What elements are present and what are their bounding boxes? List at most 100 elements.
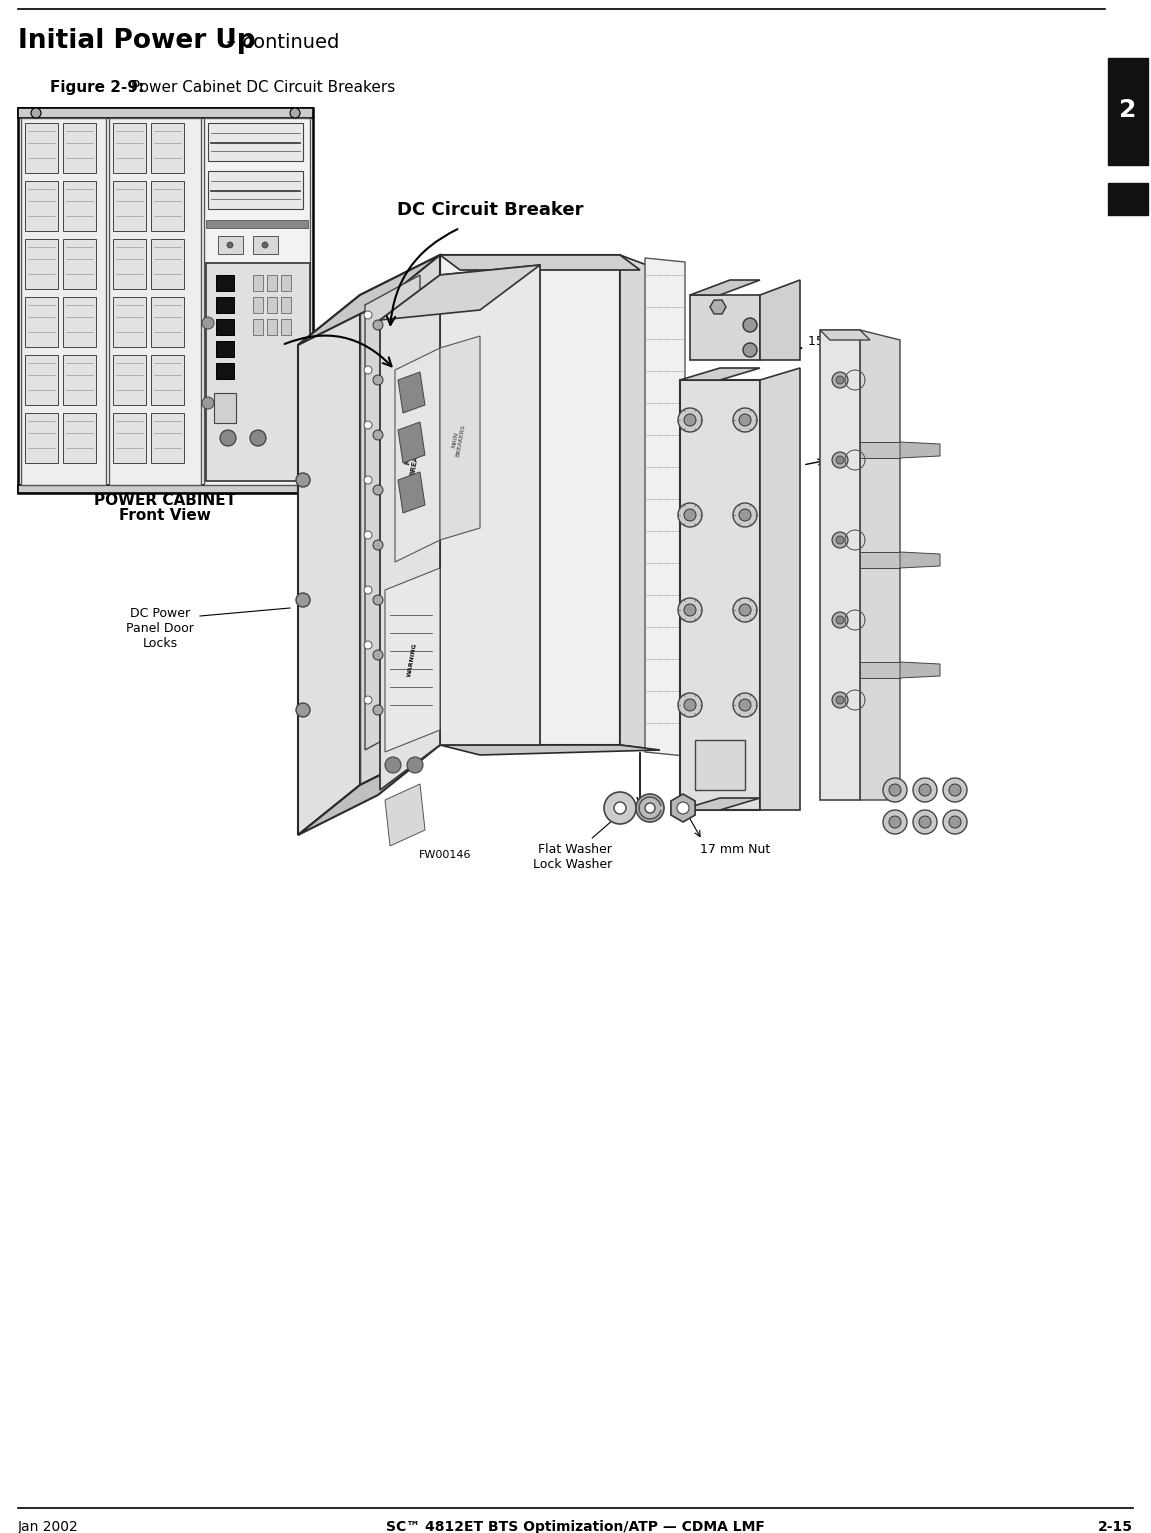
Polygon shape [204,118,310,484]
Polygon shape [25,181,58,231]
Polygon shape [18,484,313,494]
Polygon shape [206,221,308,228]
Circle shape [296,593,310,607]
Circle shape [296,704,310,717]
Polygon shape [860,330,900,800]
Polygon shape [380,274,440,789]
Text: Initial Power Up: Initial Power Up [18,28,256,54]
Polygon shape [760,281,800,360]
Polygon shape [113,123,146,173]
Polygon shape [25,123,58,173]
Polygon shape [281,319,291,336]
Circle shape [364,641,372,648]
Polygon shape [900,552,940,569]
Circle shape [744,343,757,357]
Polygon shape [620,254,660,750]
Circle shape [364,311,372,319]
Polygon shape [113,297,146,346]
Circle shape [31,107,41,118]
Circle shape [913,779,937,802]
Circle shape [407,757,424,773]
Circle shape [832,452,848,468]
Polygon shape [680,799,760,809]
Polygon shape [900,662,940,678]
Circle shape [918,783,931,796]
Text: 2-15: 2-15 [1098,1521,1133,1533]
Text: Jan 2002: Jan 2002 [18,1521,78,1533]
Text: Flat Washer
Lock Washer: Flat Washer Lock Washer [533,843,612,871]
Circle shape [364,422,372,429]
Polygon shape [151,181,184,231]
Polygon shape [63,123,96,173]
Polygon shape [214,392,236,423]
Polygon shape [113,412,146,463]
Text: Power Cabinet DC Circuit Breakers: Power Cabinet DC Circuit Breakers [125,80,395,95]
Text: Front View: Front View [119,507,211,523]
Polygon shape [216,340,234,357]
Circle shape [733,598,757,622]
Polygon shape [18,107,313,494]
Circle shape [733,503,757,527]
Polygon shape [253,236,279,254]
Polygon shape [298,294,360,835]
Circle shape [296,474,310,487]
Polygon shape [395,348,440,563]
Circle shape [201,397,214,409]
Circle shape [364,696,372,704]
Circle shape [836,455,844,464]
Polygon shape [63,181,96,231]
Polygon shape [398,373,425,412]
Polygon shape [281,297,291,313]
Circle shape [918,816,931,828]
Circle shape [373,650,383,661]
Polygon shape [218,236,243,254]
Circle shape [733,408,757,432]
Text: DC Power
Panel Door
Locks: DC Power Panel Door Locks [127,607,193,650]
Text: DC Circuit Breaker: DC Circuit Breaker [397,201,584,219]
Polygon shape [281,274,291,291]
Text: 17 mm Nut: 17 mm Nut [700,843,770,855]
Polygon shape [216,297,234,313]
Polygon shape [440,745,660,754]
Circle shape [836,537,844,544]
Polygon shape [151,239,184,290]
Polygon shape [216,319,234,336]
Circle shape [678,503,702,527]
Polygon shape [680,380,760,809]
Polygon shape [253,319,262,336]
Polygon shape [25,239,58,290]
Polygon shape [689,281,760,294]
Polygon shape [384,783,425,846]
Polygon shape [695,740,745,789]
Polygon shape [113,356,146,405]
Circle shape [836,376,844,383]
Circle shape [739,699,750,711]
Polygon shape [440,254,640,270]
Circle shape [832,532,848,547]
Polygon shape [710,300,726,314]
Polygon shape [440,265,540,745]
Circle shape [373,705,383,714]
Polygon shape [63,239,96,290]
Polygon shape [113,181,146,231]
Polygon shape [151,123,184,173]
Circle shape [678,408,702,432]
Circle shape [364,477,372,484]
Circle shape [744,317,757,333]
Polygon shape [298,254,440,345]
Circle shape [739,509,750,521]
Circle shape [684,509,696,521]
Polygon shape [267,274,277,291]
Circle shape [684,414,696,426]
Text: 2: 2 [1119,98,1137,123]
Circle shape [836,616,844,624]
Polygon shape [25,356,58,405]
Circle shape [637,794,664,822]
Circle shape [832,691,848,708]
Circle shape [883,779,907,802]
Circle shape [889,816,901,828]
Circle shape [373,540,383,550]
Circle shape [373,320,383,330]
Circle shape [604,793,637,825]
Circle shape [677,802,689,814]
